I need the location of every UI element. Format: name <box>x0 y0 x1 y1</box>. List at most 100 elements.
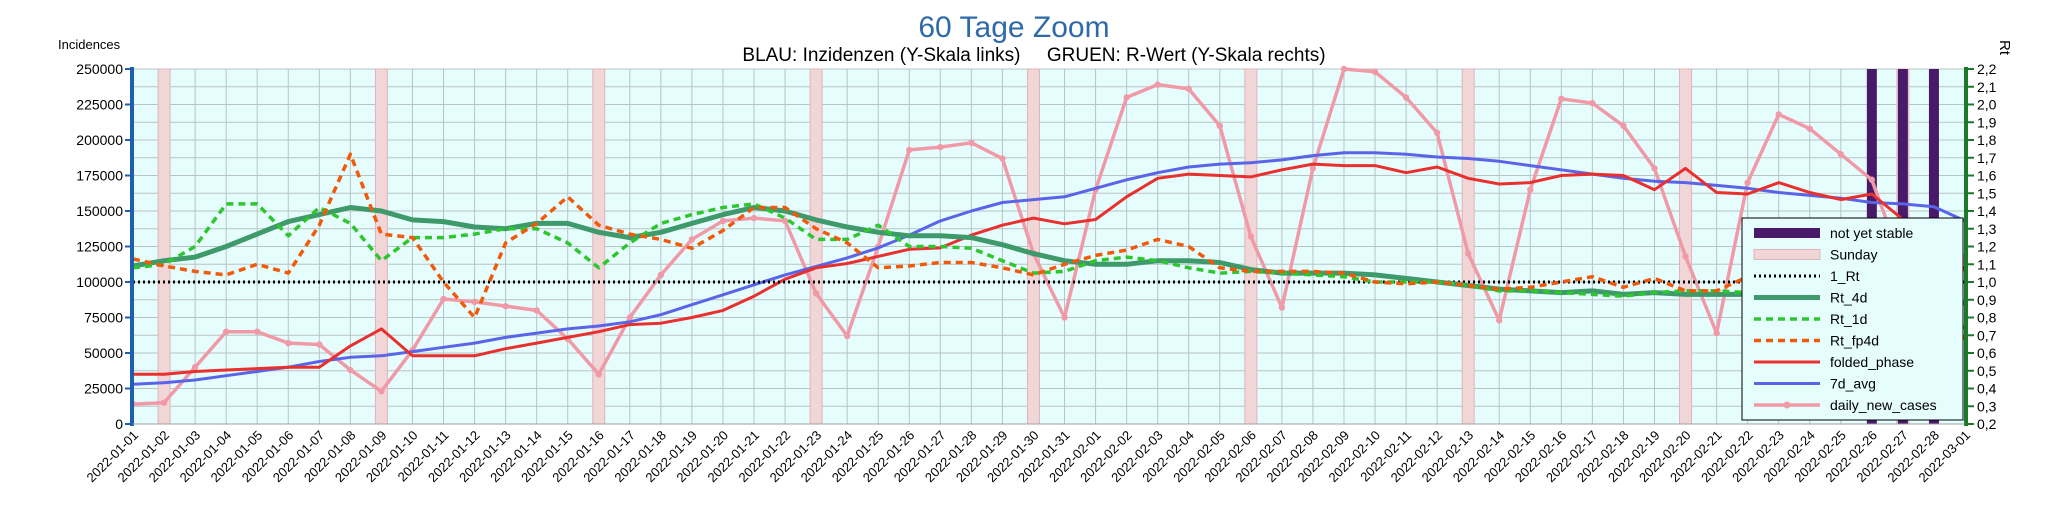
legend-label: not yet stable <box>1830 225 1913 241</box>
data-point-daily-new-cases <box>812 290 820 297</box>
data-point-daily-new-cases <box>471 298 478 306</box>
data-point-daily-new-cases <box>968 139 975 147</box>
data-point-daily-new-cases <box>347 366 354 374</box>
data-point-daily-new-cases <box>285 339 292 347</box>
y-tick-label-right: 1,0 <box>1977 274 1997 290</box>
y-tick-label-right: 2,1 <box>1977 79 1997 95</box>
data-point-daily-new-cases <box>1744 179 1751 186</box>
data-point-daily-new-cases <box>626 314 634 321</box>
y-axis-label-right: Rt <box>1996 40 2013 56</box>
y-tick-label-right: 1,5 <box>1977 185 1997 201</box>
legend-swatch-not-yet-stable <box>1754 228 1820 238</box>
data-point-daily-new-cases <box>1868 176 1876 183</box>
y-tick-label-left: 150000 <box>76 203 123 219</box>
sunday-band <box>1461 68 1475 425</box>
data-point-daily-new-cases <box>1558 95 1565 103</box>
data-point-daily-new-cases <box>1340 65 1348 73</box>
data-point-daily-new-cases <box>719 217 727 225</box>
data-point-daily-new-cases <box>688 236 696 243</box>
y-tick-label-right: 1,4 <box>1977 203 1997 219</box>
data-point-daily-new-cases <box>1464 250 1472 257</box>
data-point-daily-new-cases <box>191 364 199 371</box>
data-point-daily-new-cases <box>1247 233 1255 240</box>
data-point-daily-new-cases <box>1496 317 1503 324</box>
y-tick-label-right: 1,3 <box>1977 221 1997 237</box>
data-point-daily-new-cases <box>222 328 230 335</box>
y-tick-label-left: 250000 <box>76 61 123 77</box>
legend-label: Sunday <box>1830 247 1877 263</box>
y-tick-label-right: 1,6 <box>1977 168 1997 184</box>
y-axis-label-left: Incidences <box>58 37 121 52</box>
series-line-Rt_4d <box>132 205 1966 306</box>
series-line-Rt_1d <box>132 202 1967 330</box>
chart-title: 60 Tage Zoom <box>918 11 1109 44</box>
data-point-daily-new-cases <box>316 341 323 348</box>
legend-marker-daily-new-cases <box>1783 401 1791 409</box>
y-tick-label-left: 125000 <box>76 239 123 255</box>
y-tick-label-right: 0,7 <box>1977 327 1997 343</box>
legend: not yet stable Sunday 1_Rt Rt_4d Rt_1d Rt_fp4… <box>1741 217 1964 421</box>
data-point-daily-new-cases <box>1620 122 1627 129</box>
data-point-daily-new-cases <box>1061 314 1068 321</box>
y-tick-label-right: 0,8 <box>1977 310 1997 326</box>
y-tick-label-right: 0,9 <box>1977 292 1997 308</box>
data-point-daily-new-cases <box>906 146 913 154</box>
data-point-daily-new-cases <box>440 295 447 303</box>
data-point-daily-new-cases <box>937 143 944 151</box>
chart-subtitle: BLAU: Inzidenzen (Y-Skala links) GRUEN: … <box>742 45 1325 66</box>
data-point-daily-new-cases <box>1123 94 1130 101</box>
y-tick-label-right: 0,6 <box>1977 345 1997 361</box>
data-point-daily-new-cases <box>160 399 168 406</box>
y-tick-label-right: 0,4 <box>1977 381 1997 397</box>
legend-label: daily_new_cases <box>1830 397 1937 413</box>
legend-swatch-sunday <box>1753 249 1821 260</box>
data-point-daily-new-cases <box>1154 81 1161 88</box>
sunday-band <box>157 68 171 425</box>
y-tick-label-right: 1,9 <box>1977 114 1997 130</box>
y-tick-label-right: 2,2 <box>1977 61 1997 77</box>
data-point-daily-new-cases <box>1775 111 1782 118</box>
data-point-daily-new-cases <box>1433 129 1441 137</box>
y-tick-label-right: 1,1 <box>1977 256 1997 272</box>
data-point-daily-new-cases <box>1682 253 1689 260</box>
data-point-daily-new-cases <box>1278 304 1286 311</box>
y-tick-labels-left: 0 25000 50000 75000 100000 125000 150000 175000… <box>76 61 130 432</box>
sunday-band <box>374 68 388 425</box>
y-tick-label-left: 50000 <box>84 345 123 361</box>
sunday-band <box>809 68 823 425</box>
y-tick-label-right: 0,5 <box>1977 363 1997 379</box>
y-tick-labels-right: 0,2 0,30,4 0,5 0,6 0,70,8 0,9 1,0 1,11,2 1,3 1,4 1… <box>1968 61 1997 432</box>
y-tick-label-left: 225000 <box>76 97 123 113</box>
data-point-daily-new-cases <box>1309 165 1317 172</box>
data-point-daily-new-cases <box>1402 94 1410 101</box>
y-tick-label-right: 1,7 <box>1977 150 1997 166</box>
data-point-daily-new-cases <box>502 302 509 310</box>
y-tick-label-left: 75000 <box>84 310 123 326</box>
data-point-daily-new-cases <box>1589 99 1596 107</box>
y-tick-label-left: 100000 <box>76 274 123 290</box>
y-tick-label-right: 1,2 <box>1977 239 1997 255</box>
data-point-daily-new-cases <box>999 155 1006 162</box>
legend-label: folded_phase <box>1830 354 1914 370</box>
legend-label: Rt_fp4d <box>1830 333 1879 349</box>
y-tick-label-left: 0 <box>115 416 123 432</box>
series-line-7d_avg <box>132 151 1966 386</box>
y-tick-label-right: 1,8 <box>1977 132 1997 148</box>
series-lines <box>129 65 1969 408</box>
y-tick-label-left: 25000 <box>84 381 123 397</box>
sunday-band <box>1026 68 1040 425</box>
y-tick-label-right: 0,2 <box>1977 416 1997 432</box>
y-tick-label-right: 2,0 <box>1977 97 1997 113</box>
data-point-daily-new-cases <box>781 217 789 225</box>
axes <box>130 67 1968 426</box>
y-tick-label-left: 175000 <box>76 168 123 184</box>
data-point-daily-new-cases <box>1806 125 1813 132</box>
data-point-daily-new-cases <box>1651 165 1658 172</box>
legend-label: 1_Rt <box>1830 268 1860 284</box>
y-tick-label-right: 0,3 <box>1977 398 1997 414</box>
data-point-daily-new-cases <box>1527 186 1534 193</box>
legend-label: Rt_1d <box>1830 311 1867 327</box>
data-point-daily-new-cases <box>254 328 261 335</box>
data-point-daily-new-cases <box>1216 122 1223 129</box>
